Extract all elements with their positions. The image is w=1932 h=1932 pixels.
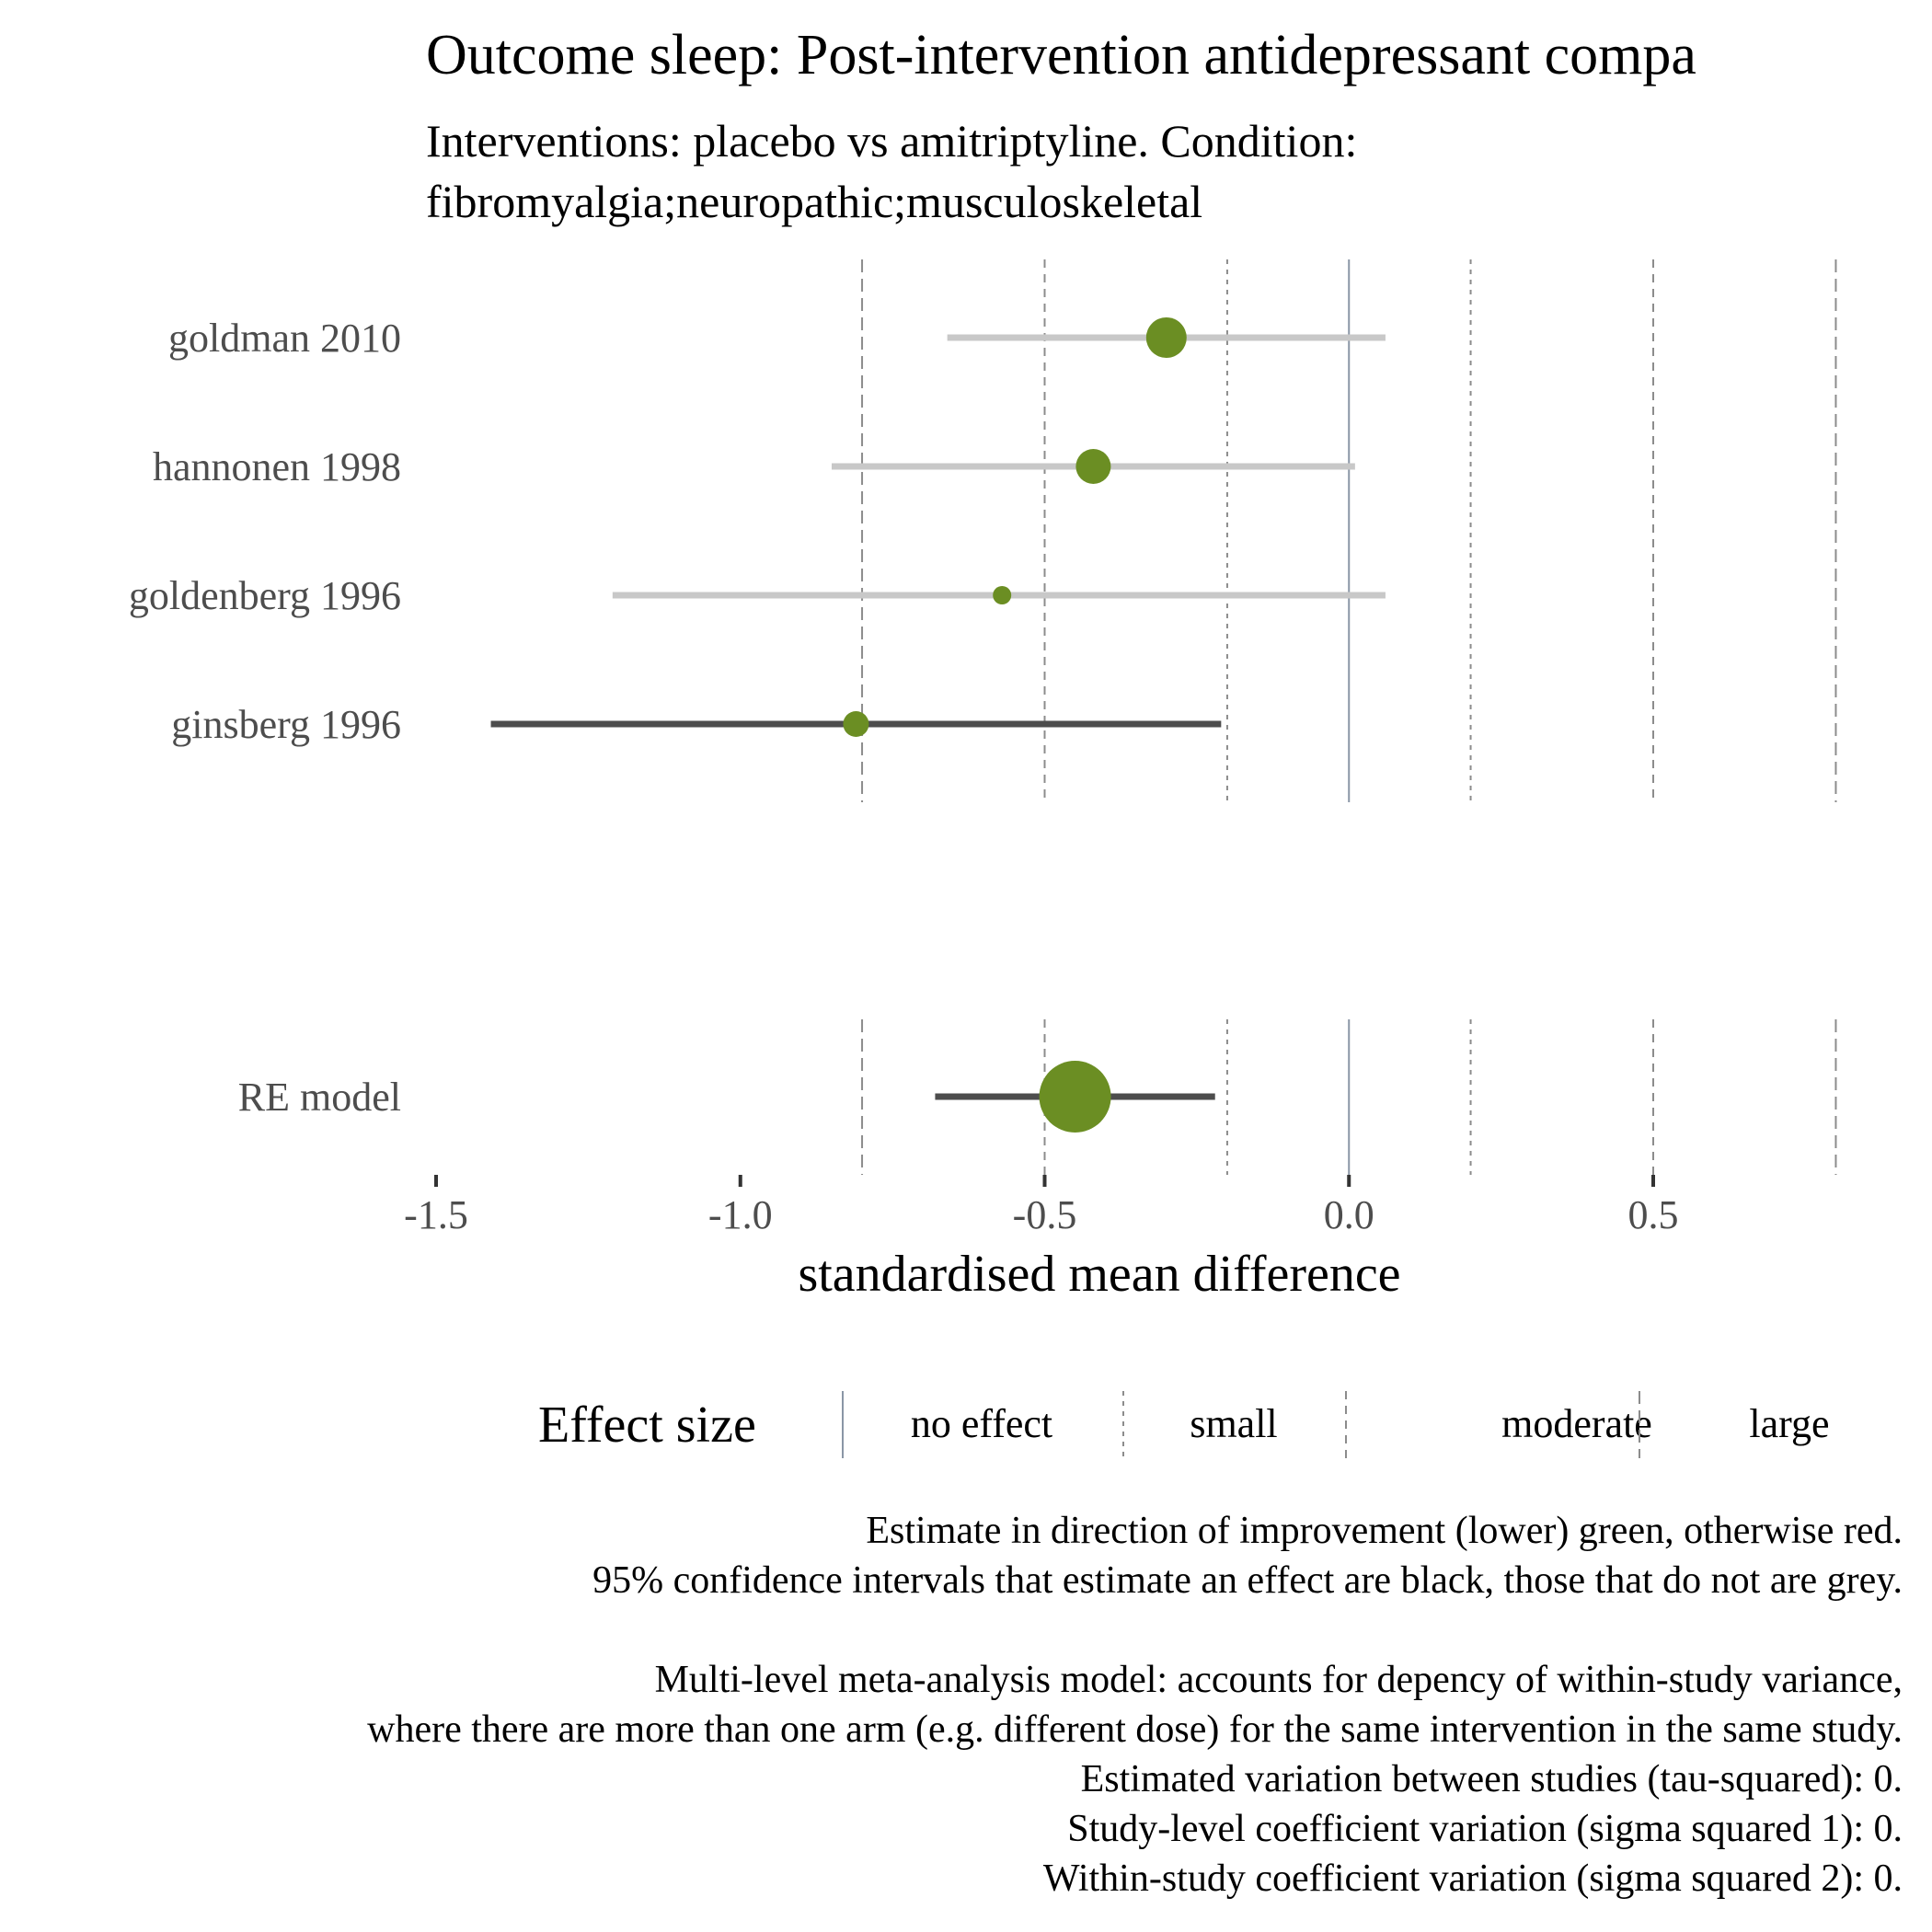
legend-label: no effect bbox=[911, 1401, 1052, 1446]
x-axis: -1.5 -1.0 -0.5 0.0 0.5 bbox=[404, 1175, 1679, 1237]
x-tick-label: 0.5 bbox=[1628, 1192, 1679, 1237]
caption-line: 95% confidence intervals that estimate a… bbox=[592, 1559, 1903, 1602]
chart-title: Outcome sleep: Post-intervention antidep… bbox=[426, 24, 1696, 86]
x-axis-title: standardised mean difference bbox=[798, 1246, 1400, 1303]
legend: Effect size no effect small moderate large bbox=[538, 1391, 1830, 1458]
study-row: goldenberg 1996 bbox=[129, 573, 1386, 618]
caption-line: Estimate in direction of improvement (lo… bbox=[866, 1510, 1903, 1552]
point-estimate bbox=[843, 711, 869, 737]
caption: Estimate in direction of improvement (lo… bbox=[367, 1510, 1903, 1900]
study-label: goldenberg 1996 bbox=[129, 573, 401, 618]
caption-line: Multi-level meta-analysis model: account… bbox=[655, 1659, 1903, 1701]
caption-line: Estimated variation between studies (tau… bbox=[1081, 1758, 1903, 1800]
legend-label: small bbox=[1190, 1401, 1277, 1446]
x-tick-label: -1.5 bbox=[404, 1192, 468, 1237]
point-estimate bbox=[993, 586, 1012, 604]
chart-subtitle-line-1: Interventions: placebo vs amitriptyline.… bbox=[426, 115, 1357, 167]
caption-line: Study-level coefficient variation (sigma… bbox=[1067, 1808, 1903, 1850]
study-row: ginsberg 1996 bbox=[171, 702, 1222, 747]
x-tick-label: 0.0 bbox=[1324, 1192, 1374, 1237]
legend-label: moderate bbox=[1501, 1401, 1652, 1446]
model-estimate bbox=[1039, 1061, 1111, 1133]
chart-subtitle-line-2: fibromyalgia;neuropathic;musculoskeletal bbox=[426, 176, 1202, 227]
legend-label: large bbox=[1749, 1401, 1829, 1446]
caption-line: Within-study coefficient variation (sigm… bbox=[1043, 1857, 1903, 1900]
model-label: RE model bbox=[238, 1075, 401, 1120]
study-rows: goldman 2010 hannonen 1998 goldenberg 1996… bbox=[129, 316, 1386, 747]
model-row: RE model bbox=[238, 1061, 1215, 1133]
study-row: hannonen 1998 bbox=[153, 444, 1355, 489]
caption-line: where there are more than one arm (e.g. … bbox=[367, 1708, 1903, 1751]
legend-title: Effect size bbox=[538, 1397, 756, 1454]
reference-lines-studies-panel bbox=[861, 259, 1837, 802]
point-estimate bbox=[1075, 449, 1111, 484]
study-label: hannonen 1998 bbox=[153, 444, 401, 489]
study-label: goldman 2010 bbox=[168, 316, 401, 361]
study-label: ginsberg 1996 bbox=[171, 702, 401, 747]
x-tick-label: -1.0 bbox=[708, 1192, 773, 1237]
point-estimate bbox=[1145, 317, 1187, 358]
x-tick-label: -0.5 bbox=[1013, 1192, 1077, 1237]
study-row: goldman 2010 bbox=[168, 316, 1386, 361]
